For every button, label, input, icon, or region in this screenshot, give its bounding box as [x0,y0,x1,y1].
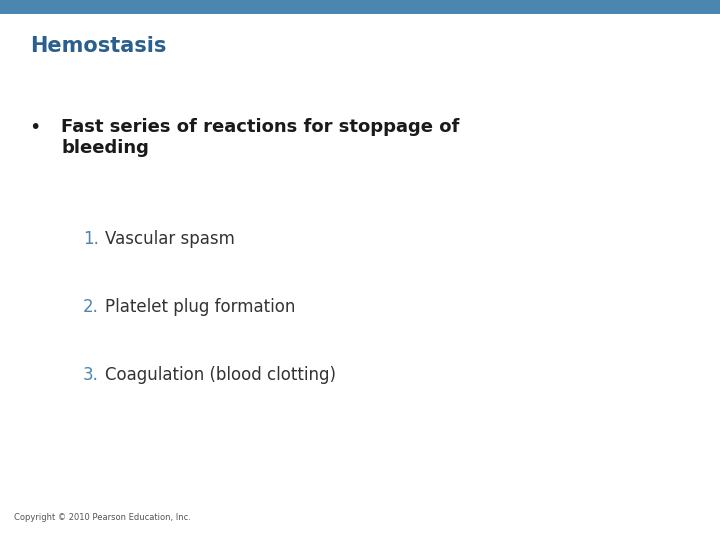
Text: 3.: 3. [83,366,99,384]
Bar [0,0,720,14]
Text: •: • [29,118,40,137]
Text: Vascular spasm: Vascular spasm [105,230,235,248]
Text: Fast series of reactions for stoppage of: Fast series of reactions for stoppage of [61,118,459,136]
Text: bleeding: bleeding [61,139,149,157]
Text: Platelet plug formation: Platelet plug formation [105,298,295,316]
Text: Coagulation (blood clotting): Coagulation (blood clotting) [105,366,336,384]
Text: 2.: 2. [83,298,99,316]
Text: 1.: 1. [83,230,99,248]
Text: Hemostasis: Hemostasis [30,36,166,56]
Text: Copyright © 2010 Pearson Education, Inc.: Copyright © 2010 Pearson Education, Inc. [14,513,192,522]
